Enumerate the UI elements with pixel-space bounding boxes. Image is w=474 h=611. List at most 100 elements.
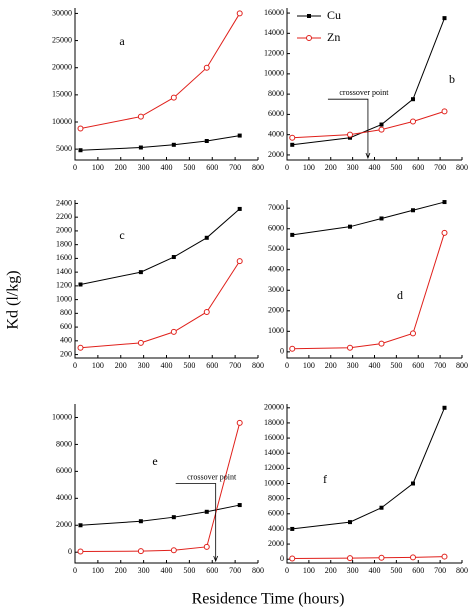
legend-marker (306, 35, 312, 41)
panel-label: a (119, 34, 125, 48)
marker (441, 553, 448, 560)
y-tick-label: 14000 (264, 448, 284, 457)
y-tick-label: 1400 (56, 267, 72, 276)
marker (78, 523, 83, 528)
y-tick-label: 1000 (268, 326, 284, 335)
x-tick-label: 400 (161, 163, 173, 172)
x-tick-label: 700 (434, 163, 446, 172)
y-tick-label: 30000 (52, 8, 72, 17)
x-tick-label: 100 (303, 566, 315, 575)
y-tick-label: 4000 (268, 129, 284, 138)
x-tick-label: 700 (229, 361, 241, 370)
marker (411, 481, 415, 486)
x-tick-label: 100 (303, 361, 315, 370)
y-tick-label: 200 (60, 349, 72, 358)
legend-label: Cu (327, 8, 341, 22)
axes (286, 8, 462, 161)
x-tick-label: 400 (369, 566, 381, 575)
marker (289, 134, 296, 141)
annotation-arrow (175, 483, 219, 563)
x-tick-label: 800 (456, 361, 468, 370)
y-tick-label: 15000 (52, 90, 72, 99)
marker (347, 555, 353, 562)
x-tick-label: 400 (369, 163, 381, 172)
marker (411, 208, 415, 213)
marker (170, 94, 177, 101)
y-tick-label: 5000 (56, 144, 72, 153)
y-tick-label: 18000 (264, 418, 284, 427)
y-tick-label: 16000 (264, 8, 284, 17)
y-tick-label: 1200 (56, 281, 72, 290)
x-tick-label: 700 (434, 566, 446, 575)
x-tick-label: 200 (325, 566, 337, 575)
x-axis-label: Residence Time (hours) (192, 591, 345, 608)
x-tick-label: 500 (390, 566, 402, 575)
x-tick-label: 800 (252, 566, 264, 575)
y-tick-label: 12000 (264, 463, 284, 472)
y-tick-label: 8000 (268, 493, 284, 502)
panel-label: b (449, 72, 455, 86)
marker (171, 255, 176, 260)
marker (77, 125, 84, 132)
x-tick-label: 600 (412, 163, 424, 172)
marker (378, 340, 385, 347)
y-tick-label: 1600 (56, 253, 72, 262)
y-tick-label: 1800 (56, 239, 72, 248)
marker (78, 282, 83, 287)
series-line (80, 13, 241, 130)
x-tick-label: 600 (206, 566, 218, 575)
y-tick-label: 10000 (264, 478, 284, 487)
y-tick-label: 1000 (56, 294, 72, 303)
y-tick-label: 4000 (56, 493, 72, 502)
series-line (292, 232, 445, 350)
x-tick-label: 500 (183, 566, 195, 575)
x-tick-label: 200 (115, 361, 127, 370)
y-tick-label: 8000 (268, 89, 284, 98)
x-tick-label: 300 (347, 566, 359, 575)
series-line (292, 17, 445, 146)
x-tick-label: 200 (325, 361, 337, 370)
marker (138, 145, 143, 150)
y-tick-label: 2000 (268, 306, 284, 315)
marker (410, 330, 416, 337)
y-tick-label: 0 (280, 347, 284, 356)
x-tick-label: 700 (229, 566, 241, 575)
series-line (292, 407, 445, 530)
marker (442, 405, 447, 410)
y-tick-label: 7000 (268, 203, 284, 212)
x-tick-label: 100 (92, 361, 104, 370)
marker (347, 344, 353, 351)
marker (348, 135, 352, 140)
x-tick-label: 200 (115, 566, 127, 575)
y-tick-label: 20000 (264, 403, 284, 412)
marker (348, 520, 352, 525)
marker (77, 344, 84, 351)
marker (204, 509, 209, 514)
marker (290, 142, 295, 147)
y-tick-label: 4000 (268, 265, 284, 274)
marker (170, 328, 177, 335)
y-tick-label: 6000 (268, 509, 284, 518)
marker (442, 16, 447, 21)
marker (379, 505, 384, 510)
x-tick-label: 100 (303, 163, 315, 172)
marker (237, 133, 242, 138)
y-tick-label: 20000 (52, 63, 72, 72)
x-tick-label: 600 (206, 163, 218, 172)
y-tick-label: 800 (60, 308, 72, 317)
x-tick-label: 0 (285, 566, 289, 575)
marker (78, 148, 83, 153)
x-tick-label: 400 (161, 361, 173, 370)
marker (379, 216, 384, 221)
series-line (292, 110, 445, 139)
x-tick-label: 600 (412, 566, 424, 575)
marker (442, 200, 447, 205)
y-tick-label: 3000 (268, 285, 284, 294)
y-tick-label: 2000 (268, 150, 284, 159)
y-tick-label: 6000 (268, 224, 284, 233)
x-tick-label: 500 (390, 361, 402, 370)
y-tick-label: 16000 (264, 433, 284, 442)
marker (204, 235, 209, 240)
x-tick-label: 500 (390, 163, 402, 172)
